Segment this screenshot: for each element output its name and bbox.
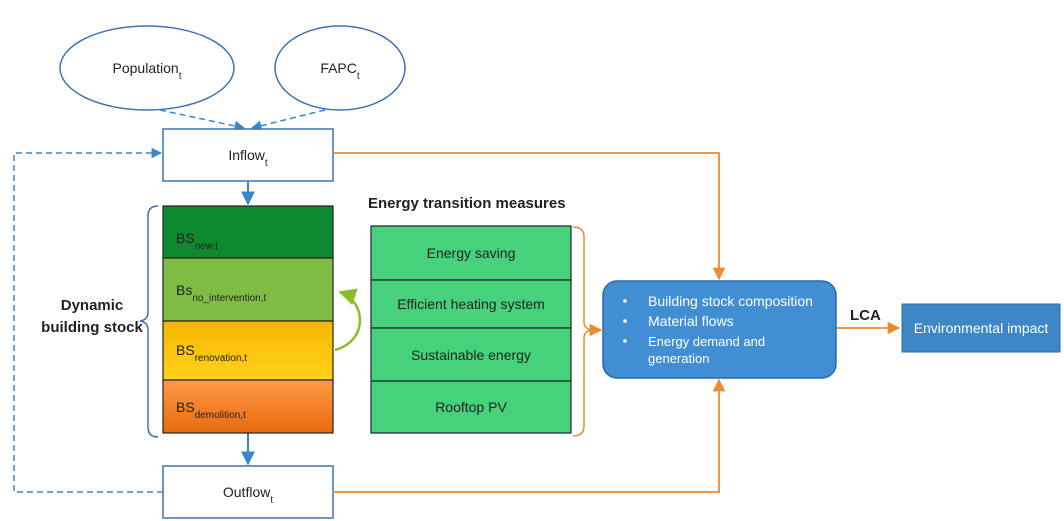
subscript: t	[270, 495, 273, 506]
outflow-node	[162, 465, 334, 519]
outflow-label: Outflowt	[223, 484, 273, 506]
outputs-box	[602, 280, 837, 379]
label: FAPC	[320, 60, 357, 76]
arrow	[159, 109, 246, 132]
layer	[162, 379, 334, 434]
layer-label: BSrenovation,t	[176, 342, 247, 364]
measure-box	[370, 327, 572, 382]
measure-box	[370, 225, 572, 281]
layer-label: BSnew,t	[176, 230, 218, 252]
subscript: new,t	[195, 241, 219, 252]
label: BS	[176, 399, 195, 415]
arrow	[250, 109, 326, 131]
layer	[162, 320, 334, 381]
layer	[162, 205, 334, 259]
layer-label: BSdemolition,t	[176, 399, 246, 421]
measure-box	[370, 380, 572, 434]
subscript: demolition,t	[195, 410, 246, 421]
lca-label: LCA	[850, 307, 881, 324]
stock-label: Dynamic building stock	[41, 297, 143, 336]
label: Outflow	[223, 484, 271, 500]
output-item: Material flows	[648, 313, 734, 329]
impact-label: Environmental impact	[914, 320, 1049, 336]
measures-title: Energy transition measures	[368, 195, 566, 212]
population-label: Populationt	[113, 60, 182, 82]
output-item: Energy demand and generation	[648, 334, 766, 366]
output-wrap: Energy demand and generation	[648, 334, 766, 366]
renovation-arrow	[334, 288, 362, 352]
stock-layers	[162, 205, 334, 434]
impact-box	[901, 303, 1061, 353]
bullet	[623, 319, 627, 323]
measure-label: Sustainable energy	[411, 347, 531, 363]
dashed-arrows	[13, 109, 326, 493]
measure-label: Efficient heating system	[397, 296, 545, 312]
label: BS	[176, 342, 195, 358]
subscript: no_intervention,t	[192, 293, 266, 304]
inflow-label: Inflowt	[228, 147, 268, 169]
outputs-list: Building stock composition Material flow…	[623, 293, 813, 366]
label-line: Dynamic	[61, 297, 124, 314]
subscript: renovation,t	[195, 353, 247, 364]
label: Inflow	[228, 147, 265, 163]
arrow	[333, 152, 726, 281]
measure-label: Energy saving	[427, 245, 516, 261]
measure-label: Rooftop PV	[435, 399, 507, 415]
label: BS	[176, 230, 195, 246]
measure-box	[370, 279, 572, 329]
bullet	[623, 299, 627, 303]
measure-boxes	[370, 225, 572, 434]
label: Bs	[176, 282, 192, 298]
subscript: t	[265, 158, 268, 169]
bullet	[623, 339, 627, 343]
subscript: t	[357, 71, 360, 82]
subscript: t	[179, 71, 182, 82]
fapc-label: FAPCt	[320, 60, 360, 82]
layer	[162, 257, 334, 322]
feedback-arrow	[13, 147, 163, 493]
fapc-node	[274, 25, 406, 111]
output-item: Building stock composition	[648, 293, 813, 309]
orange-arrows	[333, 152, 901, 493]
label-line: building stock	[41, 319, 143, 336]
layer-label: Bsno_intervention,t	[176, 282, 267, 304]
stock-brace	[139, 205, 159, 438]
arrow	[333, 378, 726, 493]
population-node	[59, 25, 235, 111]
label: Population	[113, 60, 179, 76]
measures-brace	[572, 226, 593, 437]
